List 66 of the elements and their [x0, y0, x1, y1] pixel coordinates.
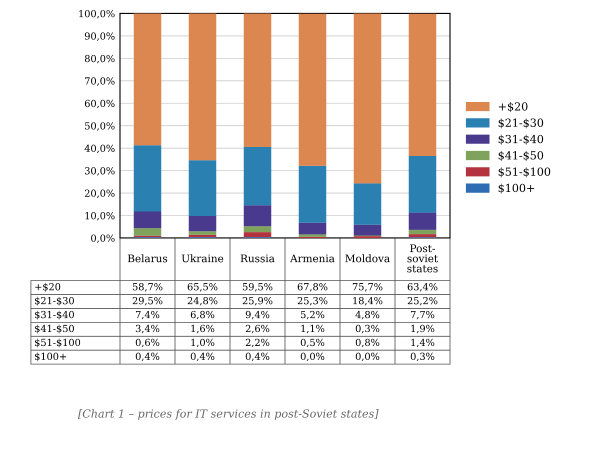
- data-label: 0,8%: [356, 338, 380, 348]
- y-tick-label: 80,0%: [84, 54, 115, 64]
- data-label: 25,2%: [408, 296, 438, 306]
- data-label: 7,4%: [136, 310, 160, 320]
- data-label: 0,4%: [190, 352, 214, 362]
- data-label: 6,8%: [190, 310, 214, 320]
- data-label: 59,5%: [242, 283, 272, 292]
- text: $51-$100: [35, 338, 80, 348]
- y-tick-label: 20,0%: [84, 190, 115, 198]
- data-label: 67,8%: [298, 283, 328, 292]
- data-label: 25,9%: [242, 296, 272, 306]
- y-tick-label: 30,0%: [84, 167, 115, 176]
- x-tick-label: Armenia: [290, 254, 335, 262]
- legend-label: $41-$50: [498, 150, 544, 162]
- data-label: 0,0%: [356, 352, 380, 362]
- data-label: 29,5%: [132, 296, 162, 306]
- data-label: 2,6%: [246, 324, 270, 334]
- legend-label: $31-$40: [498, 134, 544, 145]
- data-label: 7,7%: [410, 310, 434, 320]
- text: $21-$30: [35, 296, 74, 306]
- data-label: 5,2%: [300, 310, 324, 320]
- data-label: 0,6%: [136, 338, 160, 348]
- x-tick-label: Ukraine: [182, 254, 224, 262]
- data-label: 1,0%: [191, 338, 214, 348]
- data-label: 25,3%: [298, 296, 328, 306]
- data-label: 0,5%: [300, 338, 324, 348]
- data-label: 1,4%: [411, 338, 434, 348]
- legend-label: +$20: [498, 102, 528, 112]
- data-label: 75,7%: [352, 283, 382, 292]
- text: +$20: [35, 282, 60, 292]
- data-label: 9,4%: [246, 310, 270, 320]
- y-tick-label: 40,0%: [84, 144, 115, 154]
- x-tick-label: Post-soviet states: [407, 244, 438, 272]
- y-tick-label: 10,0%: [85, 212, 115, 221]
- text: [Chart 1 – prices for IT services in post-Soviet states]: [78, 409, 379, 420]
- text: $31-$40: [35, 310, 74, 320]
- data-label: 0,4%: [136, 352, 160, 362]
- data-label: 4,8%: [355, 310, 380, 320]
- y-tick-label: 0,0%: [91, 234, 115, 243]
- x-tick-label: Moldova: [345, 254, 390, 262]
- data-label: 3,4%: [136, 324, 160, 334]
- data-label: 63,4%: [408, 283, 438, 292]
- data-label: 0,3%: [356, 324, 380, 334]
- data-label: 58,7%: [132, 283, 162, 292]
- data-label: 18,4%: [353, 296, 382, 306]
- data-label: 1,6%: [191, 324, 214, 334]
- legend-label: $100+: [498, 184, 534, 194]
- data-label: 1,1%: [301, 324, 324, 334]
- y-tick-label: 50,0%: [85, 122, 115, 131]
- y-tick-label: 100,0%: [79, 10, 115, 18]
- data-label: 0,4%: [246, 352, 270, 362]
- data-label: 65,5%: [188, 283, 218, 292]
- x-tick-label: Belarus: [128, 254, 168, 262]
- y-tick-label: 70,0%: [85, 77, 115, 86]
- data-label: 24,8%: [188, 296, 218, 306]
- y-tick-label: 60,0%: [84, 100, 115, 108]
- y-tick-label: 90,0%: [84, 32, 115, 41]
- legend-label: $21-$30: [498, 118, 544, 128]
- data-label: 0,3%: [410, 352, 434, 362]
- data-label: 2,2%: [246, 338, 270, 348]
- x-tick-label: Russia: [240, 254, 275, 262]
- text: $100+: [35, 352, 66, 362]
- data-label: 0,0%: [300, 352, 324, 362]
- legend-label: $51-$100: [498, 167, 550, 178]
- data-label: 1,9%: [411, 324, 434, 334]
- text: $41-$50: [35, 324, 74, 334]
